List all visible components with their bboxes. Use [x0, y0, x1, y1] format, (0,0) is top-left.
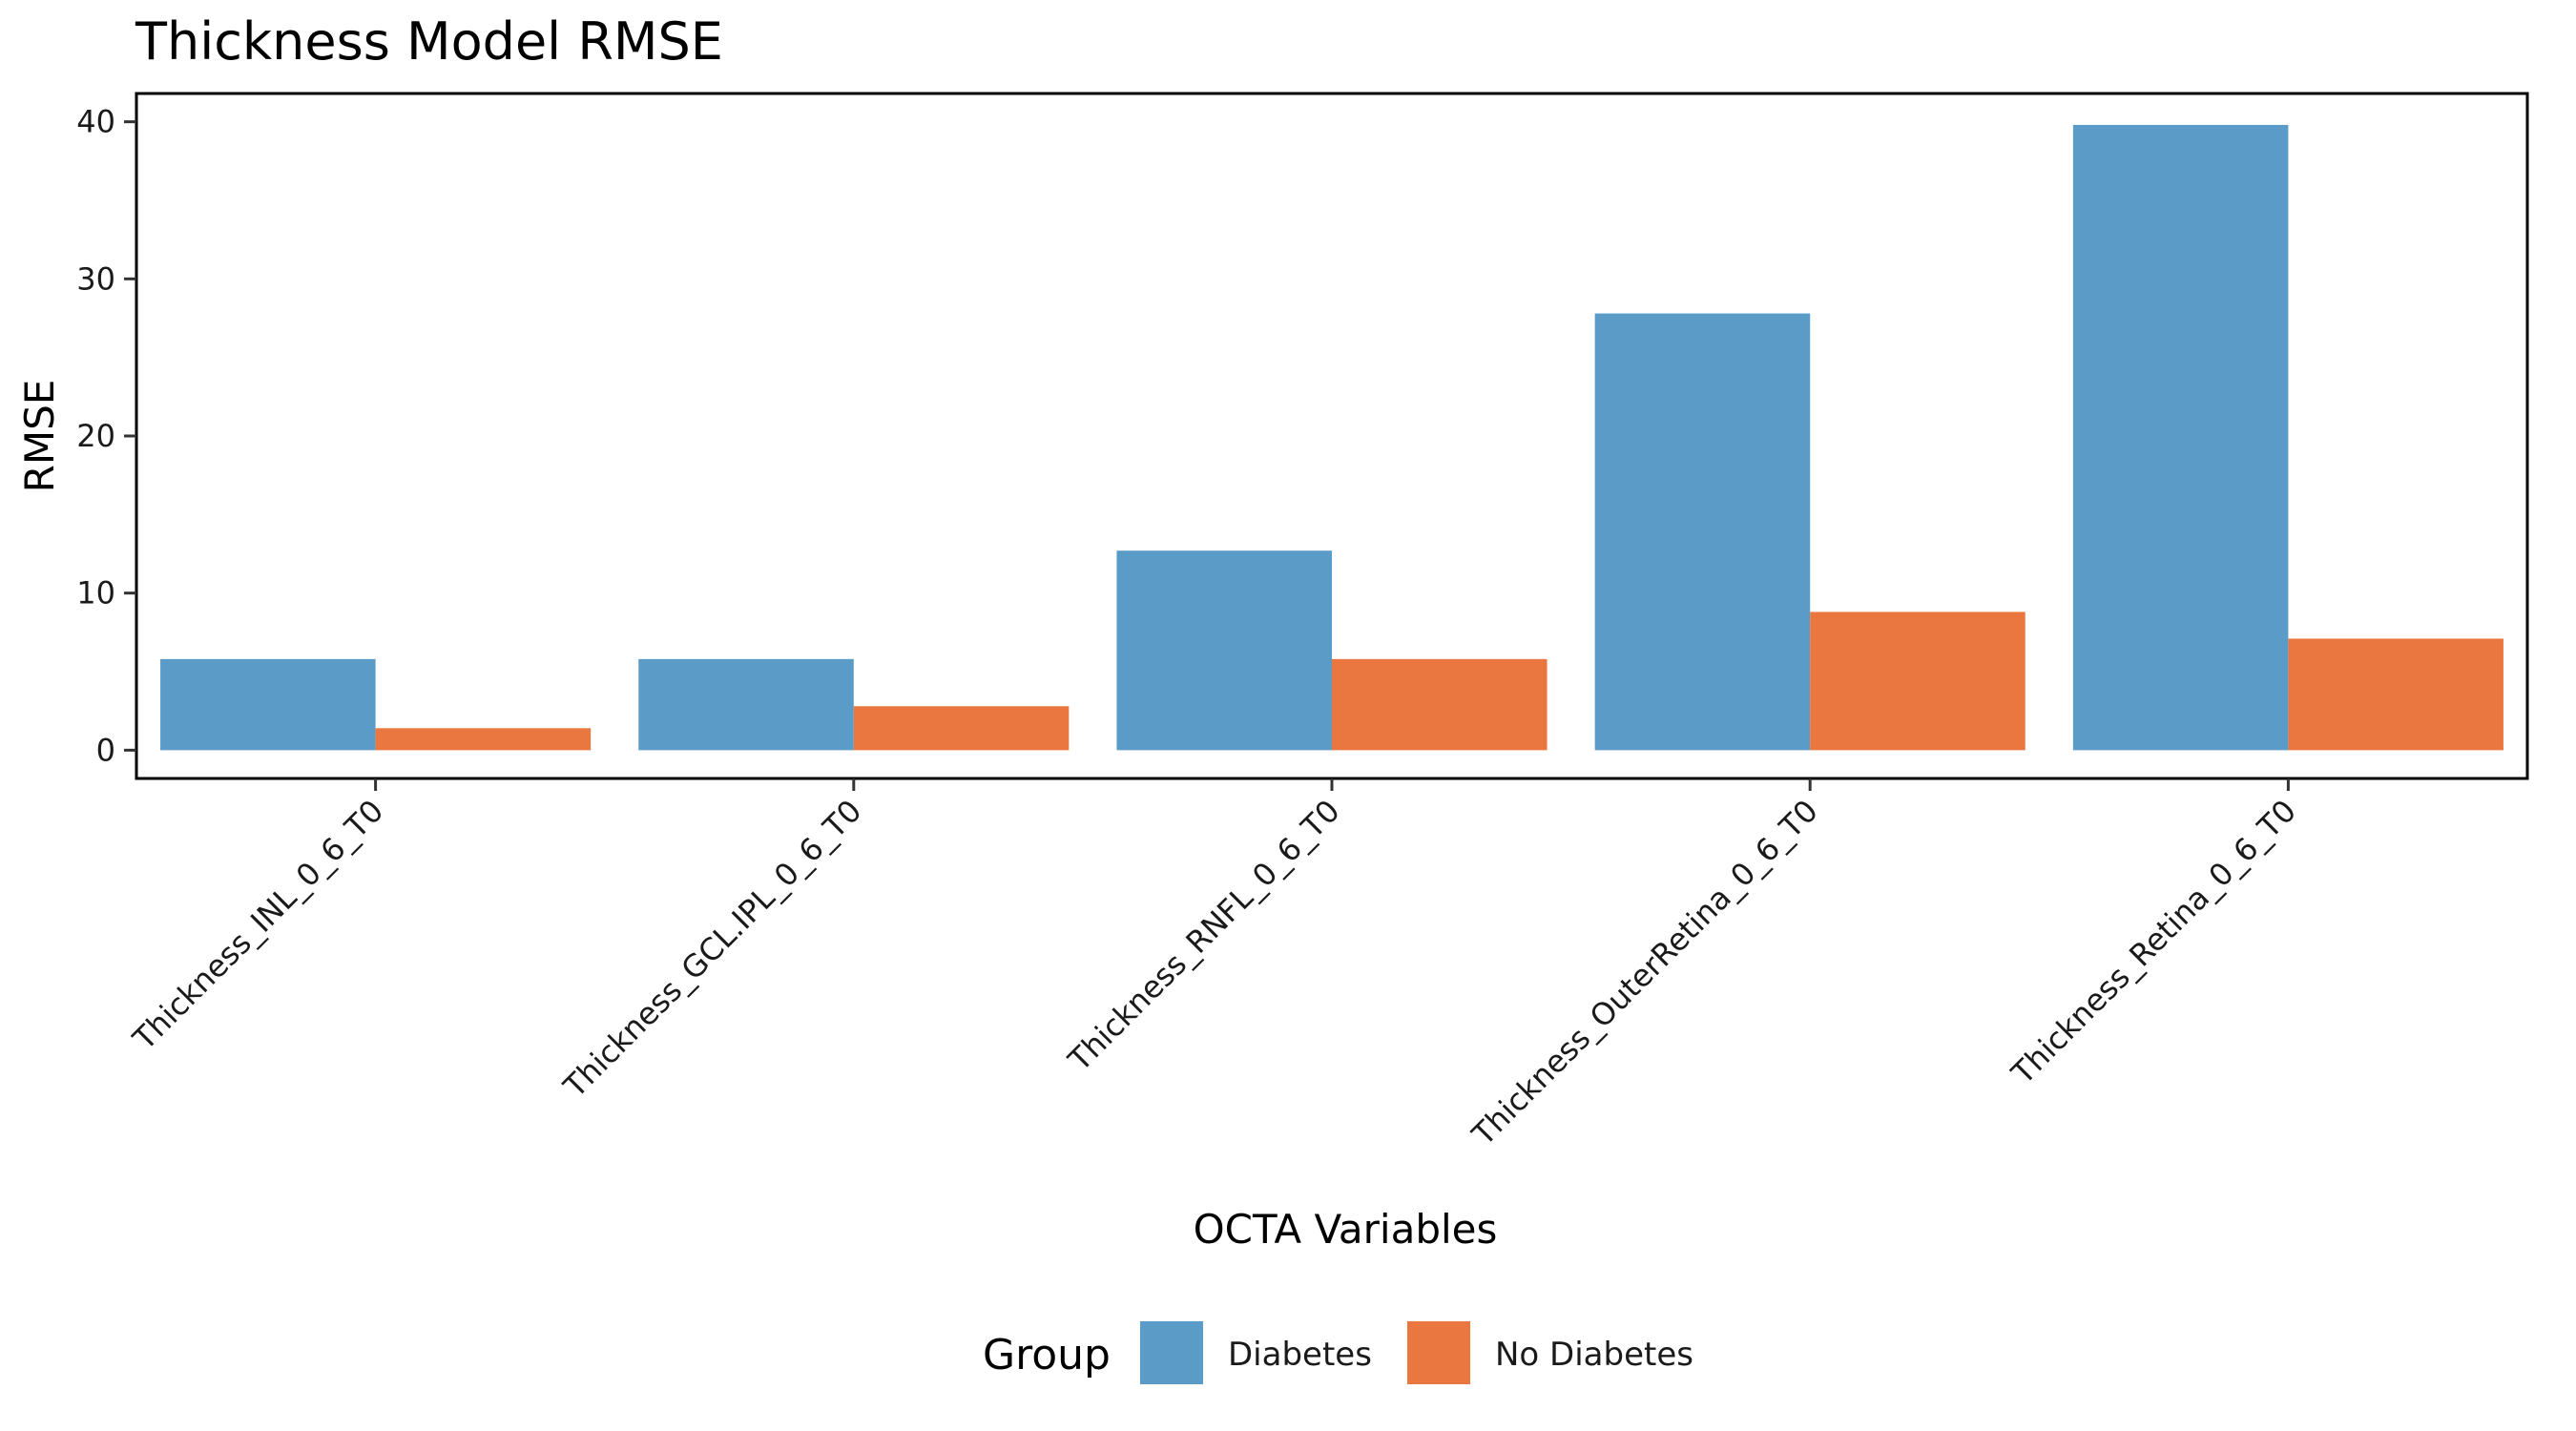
legend-label-diabetes: Diabetes	[1228, 1336, 1372, 1374]
bar-no-diabetes-1	[375, 728, 592, 751]
legend-title: Group	[983, 1331, 1111, 1379]
bar-no-diabetes-5	[2288, 638, 2503, 751]
bar-no-diabetes-4	[1810, 612, 2025, 751]
bar-diabetes-4	[1594, 313, 1811, 751]
bar-diabetes-1	[160, 658, 376, 751]
bar-diabetes-5	[2072, 124, 2289, 751]
y-tick-label: 10	[76, 575, 115, 612]
y-axis-title: RMSE	[16, 380, 63, 493]
legend-key-no-diabetes	[1407, 1321, 1470, 1384]
y-axis: 0 10 20 30 40	[76, 104, 136, 768]
x-axis: Thickness_INL_0_6_T0 Thickness_GCL.IPL_0_…	[125, 778, 2303, 1153]
legend: Group Diabetes No Diabetes	[983, 1321, 1693, 1384]
bar-diabetes-3	[1116, 550, 1332, 751]
bar-diabetes-2	[638, 658, 854, 751]
bar-no-diabetes-2	[853, 706, 1070, 751]
bar-no-diabetes-3	[1332, 658, 1548, 751]
bars-group	[160, 124, 2503, 751]
x-tick-label: Thickness_INL_0_6_T0	[125, 793, 390, 1058]
x-tick-label: Thickness_Retina_0_6_T0	[2004, 793, 2303, 1092]
y-tick-label: 30	[76, 260, 115, 297]
y-tick-label: 40	[76, 104, 115, 140]
x-tick-label: Thickness_RNFL_0_6_T0	[1061, 793, 1347, 1079]
legend-label-no-diabetes: No Diabetes	[1495, 1336, 1693, 1374]
legend-key-diabetes	[1140, 1321, 1203, 1384]
y-tick-label: 0	[96, 732, 115, 768]
chart-title: Thickness Model RMSE	[135, 11, 723, 72]
x-tick-label: Thickness_OuterRetina_0_6_T0	[1465, 793, 1825, 1153]
x-tick-label: Thickness_GCL.IPL_0_6_T0	[556, 793, 869, 1106]
x-axis-title: OCTA Variables	[1194, 1206, 1498, 1253]
y-tick-label: 20	[76, 418, 115, 454]
